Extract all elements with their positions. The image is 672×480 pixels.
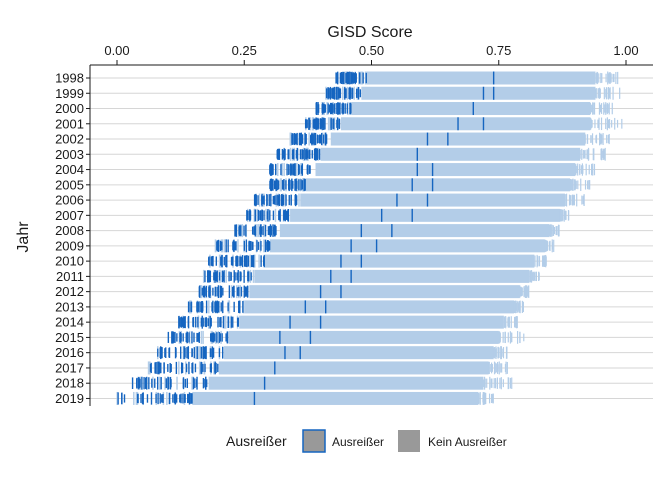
- y-axis-title: Jahr: [15, 221, 32, 253]
- axes: 0.00 0.25 0.50 0.75 1.00 19981999200020012002…: [55, 43, 653, 406]
- y-tick-label: 2013: [55, 299, 84, 314]
- legend-label-kein-ausreisser: Kein Ausreißer: [428, 435, 507, 449]
- y-tick-label: 2012: [55, 284, 84, 299]
- y-tick-label: 1999: [55, 86, 84, 101]
- y-tick-label: 2010: [55, 254, 84, 269]
- x-tick-label: 0.00: [104, 43, 129, 58]
- x-tick-label: 0.50: [359, 43, 384, 58]
- strip-core-2003: [320, 147, 581, 161]
- y-tick-label: 2015: [55, 330, 84, 345]
- strip-core-2017: [218, 361, 489, 375]
- x-tick-label: 1.00: [613, 43, 638, 58]
- y-tick-label: 2000: [55, 101, 84, 116]
- y-tick-label: 2016: [55, 345, 84, 360]
- strip-core-1998: [366, 71, 596, 85]
- y-tick-label: 2014: [55, 315, 84, 330]
- legend-label-ausreisser: Ausreißer: [332, 435, 384, 449]
- strip-core-2016: [223, 346, 494, 360]
- y-tick-label: 2007: [55, 208, 84, 223]
- strip-core-2014: [239, 315, 504, 329]
- y-tick-label: 2006: [55, 193, 84, 208]
- strip-core-2002: [330, 132, 586, 146]
- y-tick-label: 2005: [55, 177, 84, 192]
- strip-core-2007: [290, 208, 560, 222]
- y-tick-label: 2019: [55, 391, 84, 406]
- legend: Ausreißer Ausreißer Kein Ausreißer: [226, 429, 507, 453]
- legend-key-ausreisser: [302, 429, 326, 453]
- x-tick-label: 0.25: [232, 43, 257, 58]
- strip-core-2011: [254, 269, 530, 283]
- x-tick-label: 0.75: [486, 43, 511, 58]
- y-tick-label: 2009: [55, 238, 84, 253]
- y-tick-label: 2018: [55, 376, 84, 391]
- strip-core-1999: [361, 86, 596, 100]
- strip-core-2004: [315, 163, 576, 177]
- y-tick-label: 2003: [55, 147, 84, 162]
- y-tick-label: 1998: [55, 71, 84, 86]
- legend-key-kein-ausreisser: [398, 430, 420, 452]
- strip-core-2005: [305, 178, 571, 192]
- strip-core-2006: [300, 193, 565, 207]
- series-ausreisser: [117, 71, 495, 405]
- strip-core-2013: [244, 300, 515, 314]
- strip-core-2015: [228, 330, 499, 344]
- legend-title: Ausreißer: [226, 433, 287, 449]
- y-tick-label: 2008: [55, 223, 84, 238]
- y-tick-label: 2002: [55, 132, 84, 147]
- strip-core-2000: [351, 102, 591, 116]
- strip-core-2008: [279, 224, 550, 238]
- strip-core-2010: [264, 254, 535, 268]
- strip-core-2009: [269, 239, 545, 253]
- strip-core-2001: [340, 117, 591, 131]
- x-axis-title: GISD Score: [327, 24, 412, 41]
- y-tick-label: 2017: [55, 360, 84, 375]
- strip-core-2018: [208, 376, 484, 390]
- strip-core-2012: [249, 285, 520, 299]
- y-tick-label: 2004: [55, 162, 84, 177]
- y-tick-label: 2001: [55, 116, 84, 131]
- y-tick-label: 2011: [56, 269, 84, 284]
- strip-core-2019: [193, 391, 479, 405]
